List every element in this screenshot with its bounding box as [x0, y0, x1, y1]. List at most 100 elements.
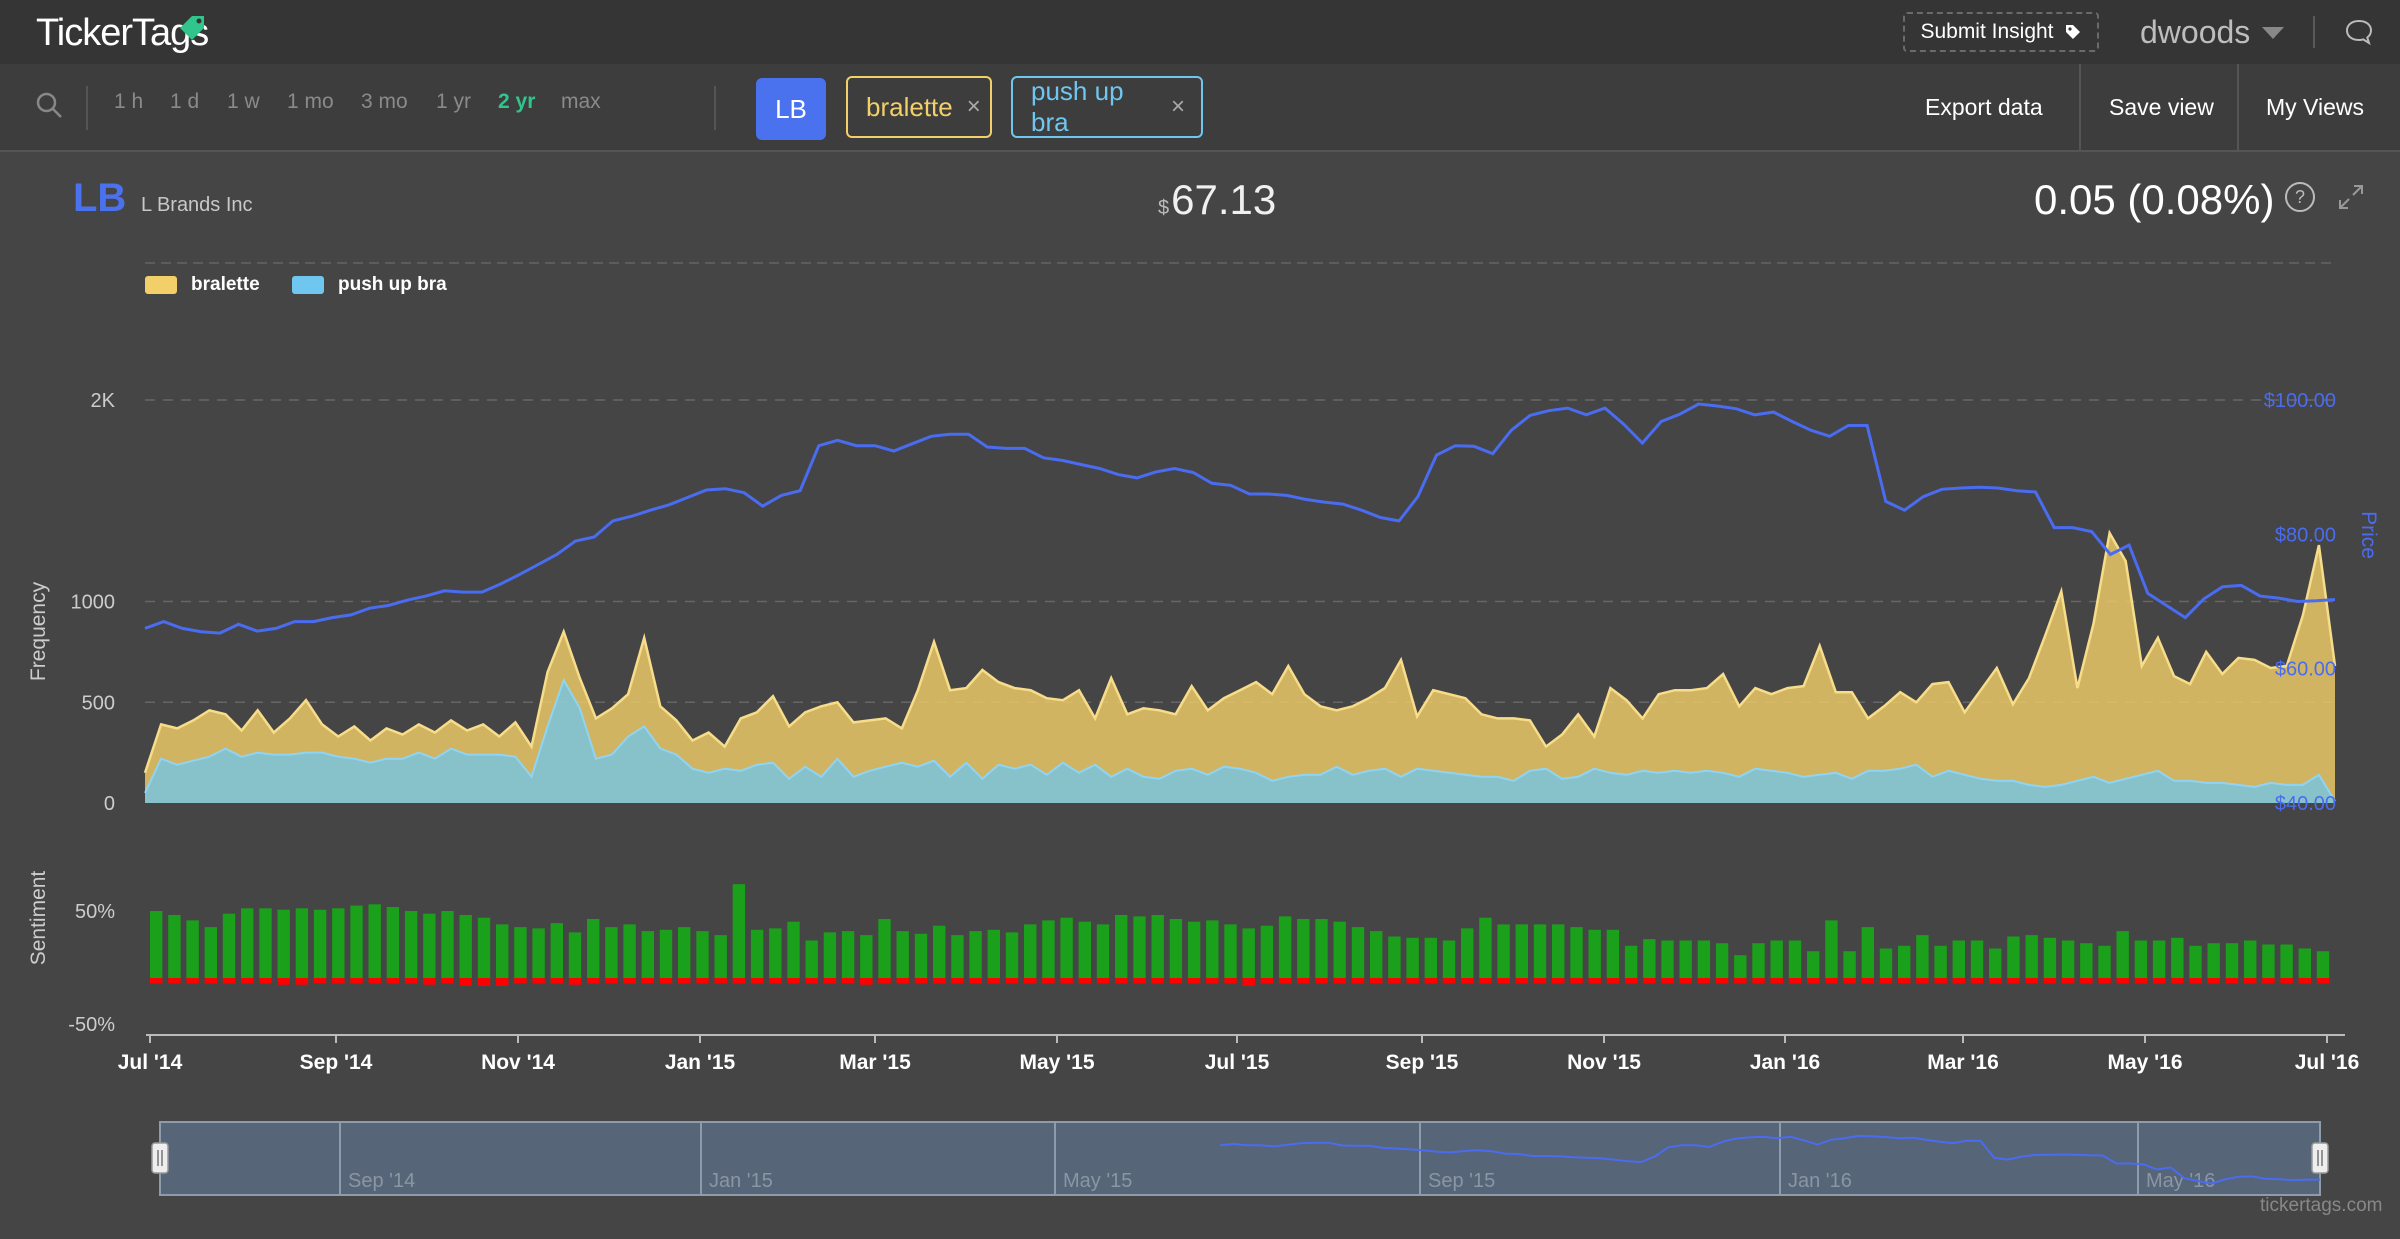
- range-1d[interactable]: 1 d: [170, 90, 200, 113]
- sentiment-bar-negative: [2080, 978, 2093, 984]
- sentiment-bar-negative: [423, 978, 436, 985]
- sentiment-bar-positive: [350, 905, 363, 978]
- sentiment-bar-positive: [404, 911, 418, 978]
- sentiment-bar-positive: [1697, 940, 1711, 978]
- sentiment-bar-negative: [1370, 978, 1383, 984]
- expand-icon[interactable]: [2336, 182, 2366, 212]
- x-tick-label: Jan '15: [665, 1051, 736, 1074]
- divider: [2313, 16, 2315, 48]
- sentiment-bar-negative: [1388, 978, 1401, 984]
- sentiment-bar-positive: [2098, 945, 2111, 978]
- sentiment-bar-positive: [769, 928, 782, 978]
- navigator-handle-left[interactable]: [151, 1142, 169, 1174]
- sentiment-bar-positive: [1606, 929, 1620, 978]
- sentiment-bar-negative: [1697, 978, 1711, 984]
- divider: [714, 86, 716, 130]
- company-name: L Brands Inc: [141, 194, 253, 216]
- x-tick-label: May '16: [2107, 1051, 2182, 1074]
- sentiment-bar-negative: [933, 978, 946, 984]
- sentiment-bar-negative: [1734, 978, 1747, 984]
- y-tick-label: 1000: [71, 592, 116, 614]
- x-tick-label: May '15: [1019, 1051, 1094, 1074]
- ticker-pill[interactable]: LB: [756, 78, 826, 140]
- tag-pill-push-up-bra[interactable]: push up bra ×: [1011, 76, 1203, 138]
- sentiment-bar-positive: [714, 935, 727, 978]
- stock-price: $67.13: [1158, 176, 1276, 224]
- sentiment-bar-positive: [2298, 948, 2311, 978]
- sentiment-bar-negative: [1260, 978, 1274, 984]
- sentiment-bar-negative: [1679, 978, 1692, 984]
- sentiment-bar-negative: [1206, 978, 1219, 984]
- sentiment-bar-negative: [732, 978, 746, 984]
- sentiment-bar-positive: [1042, 920, 1055, 978]
- sentiment-bar-negative: [532, 978, 545, 984]
- sentiment-bar-negative: [2098, 978, 2111, 984]
- navigator-handle-right[interactable]: [2311, 1142, 2329, 1174]
- submit-insight-button[interactable]: Submit Insight: [1903, 12, 2099, 52]
- range-1yr[interactable]: 1 yr: [436, 90, 472, 113]
- legend-item-push-up-bra[interactable]: push up bra: [292, 274, 447, 296]
- tag-pill-bralette[interactable]: bralette ×: [846, 76, 992, 138]
- range-1w[interactable]: 1 w: [227, 90, 260, 113]
- sentiment-bar-positive: [587, 919, 600, 978]
- y2-tick-label: $40.00: [2275, 793, 2336, 815]
- navigator-window: [159, 1121, 2321, 1196]
- sentiment-bar-negative: [1224, 978, 1237, 984]
- sentiment-bar-positive: [659, 929, 673, 978]
- y2-tick-label: $60.00: [2275, 659, 2336, 681]
- sentiment-bar-positive: [222, 913, 236, 978]
- save-view-button[interactable]: Save view: [2109, 94, 2214, 120]
- sentiment-bar-negative: [1042, 978, 1055, 984]
- sentiment-bar-negative: [2043, 978, 2057, 984]
- sentiment-bar-negative: [1278, 978, 1292, 984]
- sentiment-bar-positive: [2225, 943, 2239, 978]
- range-1mo[interactable]: 1 mo: [287, 90, 334, 113]
- search-icon[interactable]: [34, 90, 64, 120]
- sentiment-bar-negative: [787, 978, 800, 984]
- sentiment-bar-positive: [1752, 943, 1765, 978]
- export-data-button[interactable]: Export data: [1925, 94, 2043, 120]
- svg-text:?: ?: [2295, 187, 2305, 207]
- close-icon[interactable]: ×: [1170, 93, 1185, 120]
- legend-label: push up bra: [338, 274, 447, 295]
- legend-item-bralette[interactable]: bralette: [145, 274, 260, 296]
- navigator-series-line: [1219, 1134, 2321, 1185]
- sentiment-bar-positive: [332, 908, 345, 978]
- sentiment-bar-positive: [423, 913, 436, 978]
- sentiment-bar-positive: [1497, 924, 1510, 978]
- chat-icon[interactable]: [2343, 16, 2375, 48]
- close-icon[interactable]: ×: [966, 93, 981, 120]
- sentiment-bar-positive: [1442, 940, 1456, 978]
- sentiment-bar-negative: [459, 978, 472, 986]
- sentiment-bar-positive: [313, 909, 327, 978]
- sentiment-bar-negative: [2280, 978, 2293, 984]
- sentiment-bar-positive: [1952, 940, 1965, 978]
- sentiment-bar-positive: [1060, 917, 1073, 978]
- sentiment-bar-positive: [259, 908, 272, 978]
- range-1h[interactable]: 1 h: [114, 90, 144, 113]
- sentiment-bar-positive: [1989, 948, 2002, 978]
- range-2yr[interactable]: 2 yr: [498, 90, 536, 113]
- range-3mo[interactable]: 3 mo: [361, 90, 408, 113]
- sentiment-bar-negative: [496, 978, 509, 986]
- sentiment-bar-negative: [1916, 978, 1929, 984]
- sentiment-bar-positive: [441, 911, 454, 978]
- sentiment-bar-negative: [550, 978, 563, 984]
- sentiment-bar-negative: [2061, 978, 2075, 984]
- sentiment-bar-positive: [1533, 924, 1547, 978]
- user-menu[interactable]: dwoods: [2140, 14, 2285, 51]
- my-views-button[interactable]: My Views: [2266, 94, 2364, 120]
- help-icon[interactable]: ?: [2283, 180, 2317, 214]
- sentiment-bar-negative: [1115, 978, 1128, 984]
- sentiment-bar-positive: [2025, 935, 2038, 978]
- logo[interactable]: TickerTags: [36, 12, 209, 54]
- x-tick-label: Nov '15: [1567, 1051, 1641, 1074]
- sentiment-bar-positive: [150, 911, 163, 978]
- sentiment-bar-positive: [1406, 937, 1419, 978]
- sentiment-bar-negative: [1497, 978, 1510, 984]
- x-tick-label: Jan '16: [1750, 1051, 1820, 1074]
- sentiment-bar-negative: [587, 978, 600, 984]
- sentiment-bar-negative: [1898, 978, 1911, 984]
- range-max[interactable]: max: [561, 90, 601, 113]
- sentiment-bar-positive: [1206, 920, 1219, 978]
